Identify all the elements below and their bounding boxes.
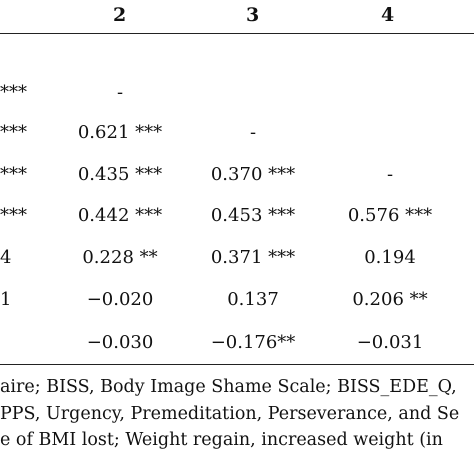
table-row: *** -: [0, 73, 474, 113]
cell-col-2: 0.435 ***: [77, 164, 163, 185]
column-header-2: 2: [113, 4, 127, 26]
cell-col-4: 0.206 **: [352, 289, 428, 310]
table-row: −0.030 −0.176** −0.031: [0, 323, 474, 363]
header-rule: [0, 33, 474, 34]
cell-col-3: -: [249, 122, 257, 143]
row-label-cell: ***: [0, 82, 27, 103]
cell-col-3: 0.371 ***: [210, 247, 296, 268]
table-footnote-line: PPS, Urgency, Premeditation, Perseveranc…: [0, 404, 460, 424]
cell-col-2: −0.020: [86, 289, 154, 310]
table-footnote-line: aire; BISS, Body Image Shame Scale; BISS…: [0, 377, 457, 397]
cell-col-4: −0.031: [356, 332, 424, 353]
cell-col-2: -: [116, 82, 124, 103]
cell-col-2: 0.228 **: [82, 247, 158, 268]
table-row: *** 0.435 *** 0.370 *** -: [0, 155, 474, 195]
table-row: *** 0.621 *** -: [0, 113, 474, 153]
cell-col-3: 0.453 ***: [210, 205, 296, 226]
bottom-rule: [0, 364, 474, 365]
table-footnote-line: e of BMI lost; Weight regain, increased …: [0, 430, 443, 450]
cell-col-2: 0.442 ***: [77, 205, 163, 226]
row-label-cell: ***: [0, 205, 27, 226]
cell-col-3: 0.137: [227, 289, 279, 310]
column-header-4: 4: [381, 4, 395, 26]
row-label-cell: ***: [0, 164, 27, 185]
cell-col-3: −0.176**: [210, 332, 296, 353]
cell-col-4: 0.576 ***: [347, 205, 433, 226]
row-label-cell: 4: [0, 247, 12, 268]
table-row: 1 −0.020 0.137 0.206 **: [0, 280, 474, 320]
table-row: *** 0.442 *** 0.453 *** 0.576 ***: [0, 196, 474, 236]
cell-col-3: 0.370 ***: [210, 164, 296, 185]
cell-col-4: 0.194: [364, 247, 416, 268]
cell-col-2: −0.030: [86, 332, 154, 353]
table-row: 4 0.228 ** 0.371 *** 0.194: [0, 238, 474, 278]
cell-col-2: 0.621 ***: [77, 122, 163, 143]
cell-col-4: -: [386, 164, 394, 185]
row-label-cell: ***: [0, 122, 27, 143]
column-header-3: 3: [246, 4, 260, 26]
row-label-cell: 1: [0, 289, 12, 310]
